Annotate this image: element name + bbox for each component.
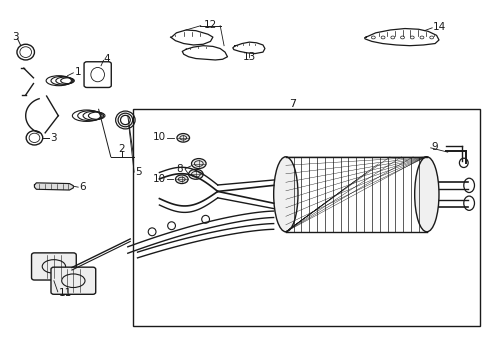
Polygon shape	[34, 183, 73, 190]
Text: 3: 3	[12, 32, 19, 42]
Text: 6: 6	[79, 182, 85, 192]
Text: 5: 5	[135, 167, 142, 177]
Ellipse shape	[175, 175, 188, 184]
Text: 13: 13	[242, 53, 255, 63]
Text: 12: 12	[203, 20, 217, 30]
Ellipse shape	[191, 158, 205, 168]
Ellipse shape	[414, 157, 438, 232]
Text: 2: 2	[119, 144, 125, 154]
Text: 10: 10	[152, 174, 165, 184]
Bar	[132, 109, 479, 327]
Text: 8: 8	[176, 163, 183, 174]
Ellipse shape	[273, 157, 297, 232]
Text: 7: 7	[289, 99, 296, 109]
Text: 11: 11	[59, 288, 72, 297]
Text: 3: 3	[50, 133, 57, 143]
Ellipse shape	[188, 169, 203, 179]
FancyBboxPatch shape	[51, 267, 96, 294]
FancyBboxPatch shape	[31, 253, 76, 280]
Ellipse shape	[177, 134, 189, 142]
Text: 1: 1	[74, 67, 81, 77]
Text: 9: 9	[431, 142, 437, 152]
Text: 10: 10	[152, 132, 165, 142]
Text: 4: 4	[103, 54, 110, 64]
Text: 14: 14	[432, 22, 446, 32]
